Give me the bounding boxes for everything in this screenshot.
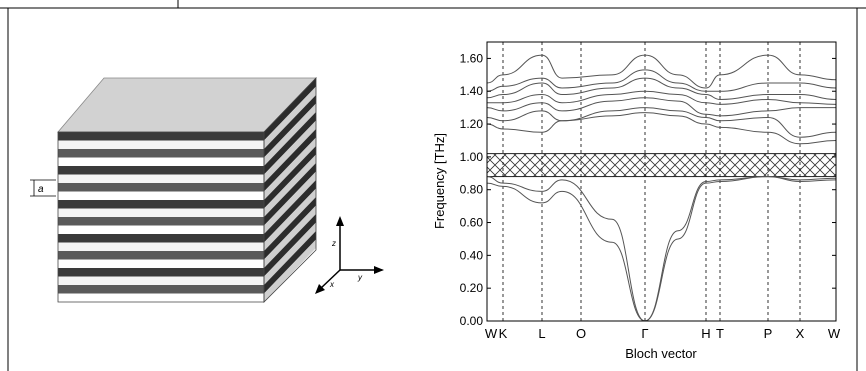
x-tick-label: P [764, 326, 773, 341]
cube-layer-front [58, 208, 264, 217]
cube-layer-front [58, 191, 264, 200]
cube-layer-side [264, 222, 316, 285]
cube-layer-side [264, 163, 316, 226]
band-gap-region [486, 153, 837, 178]
cube-layer-side [264, 112, 316, 175]
y-tick-label: 0.00 [460, 314, 484, 328]
y-tick-label: 0.20 [460, 281, 484, 295]
y-ticks: 0.00 0.20 0.40 0.60 0.80 1.00 1.20 1.40 1.60 [460, 51, 836, 328]
cube-layer-front [58, 234, 264, 243]
band-curve [486, 176, 837, 322]
x-tick-label: Γ [641, 326, 648, 341]
x-tick-label: K [499, 326, 508, 341]
y-tick-label: 0.80 [460, 183, 484, 197]
cube-layer-front [58, 268, 264, 277]
x-axis-label: Bloch vector [625, 346, 697, 361]
axes-triad: z y x [315, 216, 384, 294]
x-tick-label: T [716, 326, 724, 341]
band-curves [486, 54, 837, 322]
cube-layer-side [264, 137, 316, 200]
cube-layer-side [264, 188, 316, 251]
x-tick-label: W [485, 326, 498, 341]
cube-layer-side [264, 146, 316, 209]
layered-cube [57, 77, 317, 303]
cube-layer-front [58, 217, 264, 226]
cube-layer-front [58, 225, 264, 234]
cube-layer-front [58, 285, 264, 294]
band-curve [487, 90, 837, 105]
x-tick-label: X [796, 326, 805, 341]
x-tick-label: L [538, 326, 545, 341]
axis-z-label: z [331, 239, 336, 248]
cube-layer-front [58, 140, 264, 149]
cube-layer-side [264, 120, 316, 183]
cube-layer-side [264, 171, 316, 234]
cube-layer-front [58, 251, 264, 260]
cube-layer-side [264, 205, 316, 268]
cube-front-layers [58, 132, 264, 302]
y-tick-label: 1.40 [460, 84, 484, 98]
axis-x-label: x [329, 280, 335, 289]
x-tick-label: H [701, 326, 710, 341]
y-tick-label: 1.20 [460, 117, 484, 131]
cube-layer-front [58, 293, 264, 302]
cube-layer-side [264, 231, 316, 294]
cube-layer-front [58, 183, 264, 192]
x-tick-label: O [576, 326, 586, 341]
cube-layer-side [264, 78, 316, 141]
axis-y-label: y [357, 273, 363, 282]
cube-layer-side [264, 95, 316, 158]
cube-side-layers [264, 78, 316, 302]
band-curve [486, 54, 837, 89]
cube-side-outline [263, 77, 317, 303]
cube-layer-side [264, 214, 316, 277]
cube-layer-front [58, 157, 264, 166]
y-axis-label: Frequency [THz] [432, 133, 447, 229]
x-tick-label: W [828, 326, 841, 341]
cube-layer-front [58, 166, 264, 175]
cube-layer-front [58, 259, 264, 268]
y-tick-label: 1.00 [460, 150, 484, 164]
y-tick-label: 0.60 [460, 216, 484, 230]
cube-layer-side [264, 154, 316, 217]
cube-layer-front [58, 242, 264, 251]
band-curve [486, 107, 837, 138]
plot-frame [486, 41, 837, 322]
band-curve [486, 97, 836, 117]
period-marker: a [30, 179, 56, 197]
cube-layer-front [58, 174, 264, 183]
cube-layer-side [264, 129, 316, 192]
cube-layer-front [58, 132, 264, 141]
cube-layer-side [264, 180, 316, 243]
cube-layer-side [264, 239, 316, 302]
y-tick-label: 0.40 [460, 248, 484, 262]
cube-layer-side [264, 197, 316, 260]
period-label: a [38, 184, 44, 195]
y-tick-label: 1.60 [460, 51, 484, 65]
band-curve [486, 69, 837, 92]
cube-layer-front [58, 149, 264, 158]
cube-layer-side [264, 86, 316, 149]
band-curve [486, 77, 837, 100]
cube-layer-side [264, 103, 316, 166]
cube-layer-front [58, 200, 264, 209]
cube-layer-front [58, 276, 264, 285]
band-curve [486, 112, 837, 145]
